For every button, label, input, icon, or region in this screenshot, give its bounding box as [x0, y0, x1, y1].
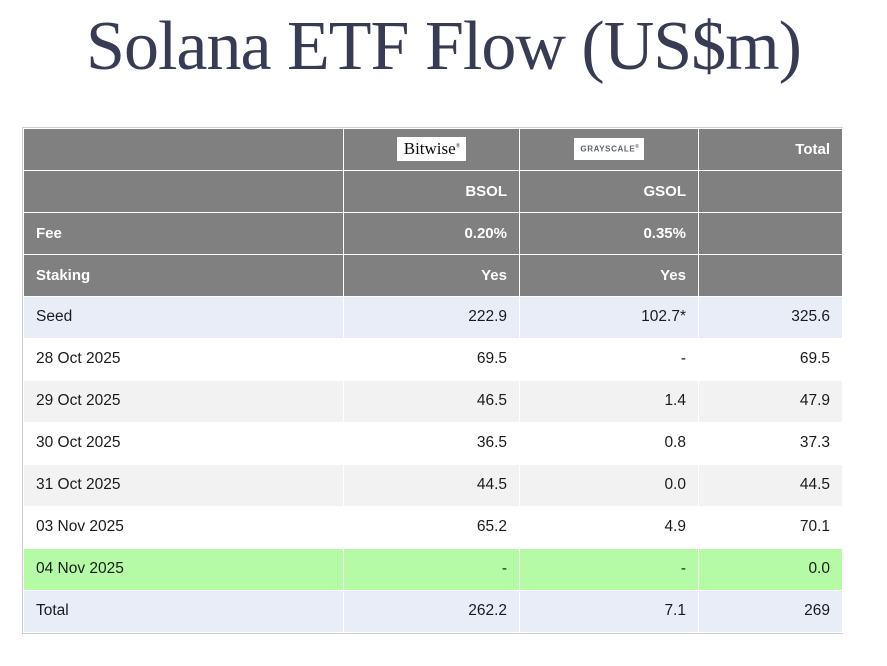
- total-value: 44.5: [698, 463, 843, 507]
- etf-flow-table: Bitwise® GRAYSCALE® Total BSOL GSOL Fee …: [23, 127, 843, 633]
- bsol-value: 44.5: [343, 463, 520, 507]
- row-label: 03 Nov 2025: [23, 505, 344, 549]
- total-value: 37.3: [698, 421, 843, 465]
- grayscale-logo-cell: GRAYSCALE®: [519, 127, 699, 171]
- row-label: 28 Oct 2025: [23, 337, 344, 381]
- total-value: 47.9: [698, 379, 843, 423]
- table-row-total: Total 262.2 7.1 269: [23, 589, 843, 633]
- bsol-value: 65.2: [343, 505, 520, 549]
- bsol-value: 46.5: [343, 379, 520, 423]
- bsol-value: 262.2: [343, 589, 520, 633]
- table-row-04-nov-highlighted: 04 Nov 2025 - - 0.0: [23, 547, 843, 591]
- table-row-29-oct: 29 Oct 2025 46.5 1.4 47.9: [23, 379, 843, 423]
- row-label: 29 Oct 2025: [23, 379, 344, 423]
- row-label: Total: [23, 589, 344, 633]
- bsol-value: -: [343, 547, 520, 591]
- empty-cell: [698, 211, 843, 255]
- total-column-header: Total: [698, 127, 843, 171]
- table-row-03-nov: 03 Nov 2025 65.2 4.9 70.1: [23, 505, 843, 549]
- row-label: 04 Nov 2025: [23, 547, 344, 591]
- total-value: 69.5: [698, 337, 843, 381]
- bsol-value: 222.9: [343, 295, 520, 339]
- empty-cell: [698, 169, 843, 213]
- grayscale-trademark-mark: ®: [635, 143, 640, 150]
- staking-label-cell: Staking: [23, 253, 344, 297]
- gsol-value: 1.4: [519, 379, 699, 423]
- total-value: 70.1: [698, 505, 843, 549]
- fee-bsol-cell: 0.20%: [343, 211, 520, 255]
- total-value: 269: [698, 589, 843, 633]
- bitwise-logo-text: Bitwise: [403, 139, 456, 159]
- bsol-ticker-cell: BSOL: [343, 169, 520, 213]
- header-row-fee: Fee 0.20% 0.35%: [23, 211, 843, 255]
- table-row-30-oct: 30 Oct 2025 36.5 0.8 37.3: [23, 421, 843, 465]
- gsol-value: 4.9: [519, 505, 699, 549]
- fee-label-cell: Fee: [23, 211, 344, 255]
- table-row-seed: Seed 222.9 102.7* 325.6: [23, 295, 843, 339]
- header-row-logos: Bitwise® GRAYSCALE® Total: [23, 127, 843, 171]
- row-label: Seed: [23, 295, 344, 339]
- page-title: Solana ETF Flow (US$m): [86, 8, 802, 85]
- bitwise-trademark-mark: ®: [455, 143, 461, 150]
- table-row-28-oct: 28 Oct 2025 69.5 - 69.5: [23, 337, 843, 381]
- corner-cell: [23, 127, 344, 171]
- bsol-value: 69.5: [343, 337, 520, 381]
- bsol-value: 36.5: [343, 421, 520, 465]
- fee-gsol-cell: 0.35%: [519, 211, 699, 255]
- row-label: 30 Oct 2025: [23, 421, 344, 465]
- staking-bsol-cell: Yes: [343, 253, 520, 297]
- gsol-value: 7.1: [519, 589, 699, 633]
- row-label: 31 Oct 2025: [23, 463, 344, 507]
- grayscale-logo: GRAYSCALE®: [574, 137, 644, 161]
- gsol-value: 102.7*: [519, 295, 699, 339]
- staking-gsol-cell: Yes: [519, 253, 699, 297]
- total-value: 0.0: [698, 547, 843, 591]
- empty-cell: [23, 169, 344, 213]
- gsol-ticker-cell: GSOL: [519, 169, 699, 213]
- gsol-value: 0.8: [519, 421, 699, 465]
- grayscale-logo-text: GRAYSCALE: [580, 144, 636, 154]
- header-row-tickers: BSOL GSOL: [23, 169, 843, 213]
- header-row-staking: Staking Yes Yes: [23, 253, 843, 297]
- etf-flow-table-container: Bitwise® GRAYSCALE® Total BSOL GSOL Fee …: [22, 126, 843, 634]
- table-row-31-oct: 31 Oct 2025 44.5 0.0 44.5: [23, 463, 843, 507]
- total-value: 325.6: [698, 295, 843, 339]
- bitwise-logo-cell: Bitwise®: [343, 127, 520, 171]
- gsol-value: 0.0: [519, 463, 699, 507]
- bitwise-logo: Bitwise®: [396, 137, 467, 162]
- gsol-value: -: [519, 547, 699, 591]
- empty-cell: [698, 253, 843, 297]
- gsol-value: -: [519, 337, 699, 381]
